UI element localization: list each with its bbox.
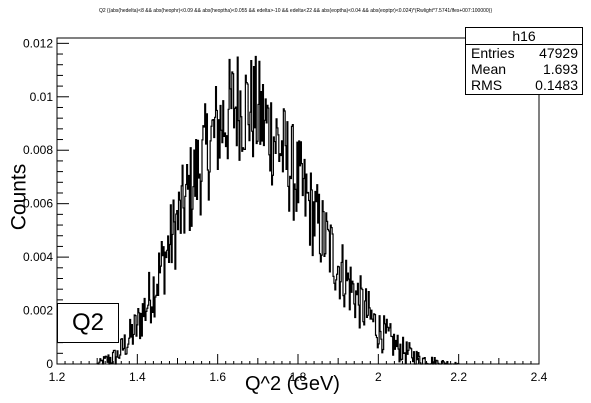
x-tick-label: 1.6 — [209, 370, 226, 384]
y-tick-label: 0.008 — [23, 143, 53, 157]
histogram-label-box: Q2 — [57, 303, 119, 343]
y-axis-label: Counts — [7, 163, 31, 231]
stats-row-mean: Mean 1.693 — [466, 61, 582, 77]
histogram-line — [96, 55, 460, 365]
stats-row-entries: Entries 47929 — [466, 45, 582, 61]
x-ticks: 1.2 1.4 1.6 1.8 2 2.2 2.4 — [49, 354, 548, 384]
x-tick-label: 1.4 — [129, 370, 146, 384]
stats-box: h16 Entries 47929 Mean 1.693 RMS 0.1483 — [465, 27, 583, 95]
stats-key: Mean — [471, 61, 507, 77]
y-tick-label: 0.002 — [23, 304, 53, 318]
stats-value: 0.1483 — [535, 77, 578, 93]
x-tick-label: 2.4 — [531, 370, 548, 384]
chart-title: Q2 {(abs(hedelta)<8 && abs(heophr)<0.09 … — [98, 8, 493, 14]
x-tick-label: 1.2 — [49, 370, 66, 384]
y-ticks: 0 0.002 0.004 0.006 0.008 0.01 0.012 — [23, 36, 69, 371]
y-tick-label: 0.004 — [23, 250, 53, 264]
stats-key: RMS — [471, 77, 503, 93]
y-tick-label: 0 — [46, 357, 53, 371]
stats-box-name: h16 — [466, 28, 582, 45]
x-tick-label: 1.8 — [290, 370, 307, 384]
stats-row-rms: RMS 0.1483 — [466, 77, 582, 93]
x-axis-label: Q^2 (GeV) — [245, 373, 340, 395]
y-tick-label: 0.012 — [23, 36, 53, 50]
stats-value: 47929 — [539, 45, 578, 61]
y-tick-label: 0.01 — [30, 90, 54, 104]
stats-value: 1.693 — [542, 61, 578, 77]
y-tick-label: 0.006 — [23, 197, 53, 211]
stats-key: Entries — [471, 45, 515, 61]
x-tick-label: 2.2 — [450, 370, 467, 384]
x-tick-label: 2 — [375, 370, 382, 384]
